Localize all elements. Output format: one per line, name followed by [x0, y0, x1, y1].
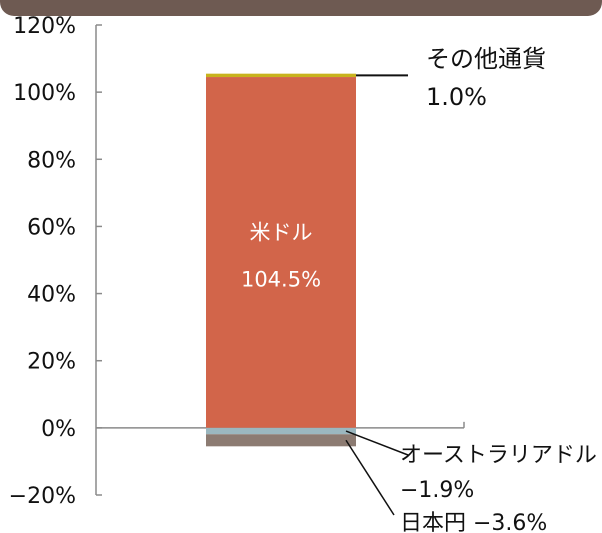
y-tick-label: 40%	[27, 283, 76, 308]
label-aud-value: −1.9%	[400, 478, 474, 503]
label-aud-name: オーストラリアドル	[400, 443, 597, 468]
bar-segments	[206, 73, 356, 447]
leader-aud	[345, 430, 409, 456]
y-tick-label: 20%	[27, 350, 76, 375]
header-band	[0, 0, 602, 16]
label-usd-value: 104.5%	[241, 267, 321, 291]
y-tick-label: −20%	[9, 484, 76, 509]
y-tick-label: 60%	[27, 215, 76, 240]
bar-segment-オーストラリアドル	[206, 427, 356, 435]
bar-segment-日本円	[206, 434, 356, 447]
label-other-value: 1.0%	[426, 83, 487, 111]
label-jpy: 日本円 −3.6%	[400, 511, 547, 533]
label-usd-name: 米ドル	[250, 220, 313, 244]
bar-segment-米ドル	[206, 77, 356, 428]
y-tick-label: 80%	[27, 148, 76, 173]
label-other-name: その他通貨	[426, 45, 546, 73]
data-labels: 米ドル 104.5% その他通貨 1.0% オーストラリアドル −1.9% 日本円 −3.6…	[241, 45, 597, 533]
leader-jpy	[345, 439, 395, 516]
y-tick-label: 120%	[13, 14, 76, 39]
y-tick-label: 0%	[41, 417, 76, 442]
y-tick-label: 100%	[13, 81, 76, 106]
bar-segment-その他通貨	[206, 73, 356, 78]
y-tick-labels: −20% 0% 20% 40% 60% 80% 100% 120%	[9, 14, 76, 509]
